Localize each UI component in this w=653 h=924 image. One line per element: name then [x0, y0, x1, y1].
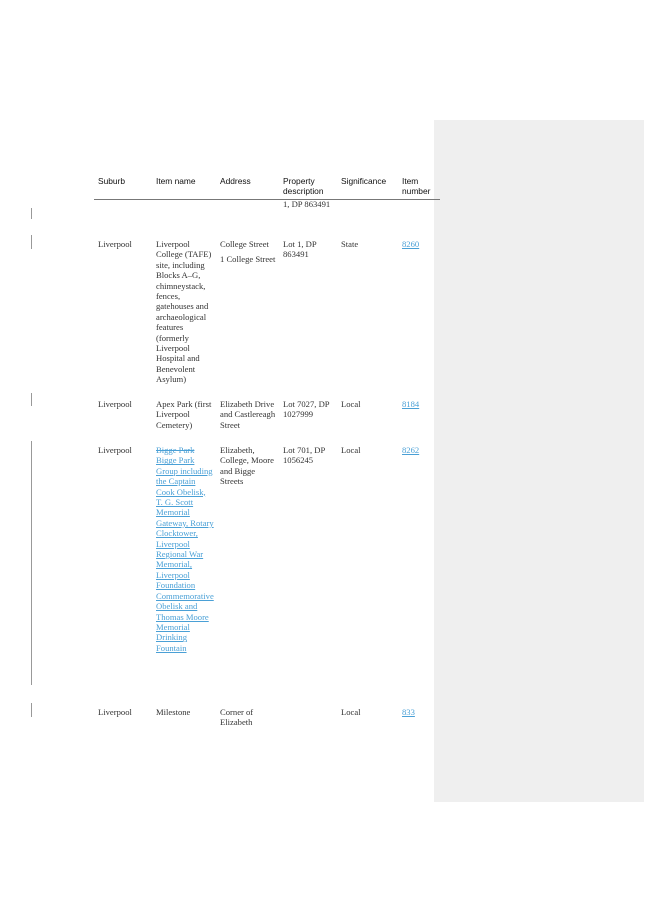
address-line: 1 College Street: [220, 254, 276, 265]
row-liverpool-college-property: Lot 1, DP 863491: [283, 239, 317, 260]
row-milestone-item-name: Milestone: [156, 707, 191, 717]
row-bigge-park-significance: Local: [341, 445, 361, 455]
header-rule: [94, 199, 440, 200]
item-number-link[interactable]: 8262: [402, 445, 420, 455]
change-bar: [31, 235, 32, 249]
header-item-number: Item number: [402, 176, 431, 196]
item-number-link[interactable]: 8260: [402, 239, 420, 249]
row-milestone-address: Corner of Elizabeth: [220, 707, 254, 728]
row-bigge-park-item-number: 8262: [402, 445, 440, 455]
row-liverpool-college-item-name: Liverpool College (TAFE) site, including…: [156, 239, 212, 385]
change-bar: [31, 208, 32, 219]
row-milestone-significance: Local: [341, 707, 361, 717]
deleted-text: Bigge Park: [156, 445, 195, 455]
item-number-link[interactable]: 833: [402, 707, 415, 717]
row-apex-park-item-name: Apex Park (first Liverpool Cemetery): [156, 399, 212, 430]
header-significance: Significance: [341, 176, 387, 186]
header-address: Address: [220, 176, 251, 186]
row-bigge-park-suburb: Liverpool: [98, 445, 132, 455]
row-bigge-park-address: Elizabeth, College, Moore and Bigge Stre…: [220, 445, 274, 487]
row-apex-park-item-number: 8184: [402, 399, 440, 409]
change-bar: [31, 703, 32, 717]
inserted-text: Bigge Park Group including the Captain C…: [156, 455, 214, 653]
header-item-name: Item name: [156, 176, 196, 186]
change-bar: [31, 441, 32, 685]
row-liverpool-college-significance: State: [341, 239, 359, 249]
change-bar: [31, 393, 32, 406]
row-apex-park-significance: Local: [341, 399, 361, 409]
row-milestone-suburb: Liverpool: [98, 707, 132, 717]
row-milestone-item-number: 833: [402, 707, 440, 717]
row-liverpool-college-item-number: 8260: [402, 239, 440, 249]
comment-pane: [434, 120, 644, 802]
header-suburb: Suburb: [98, 176, 126, 186]
item-number-link[interactable]: 8184: [402, 399, 420, 409]
row-liverpool-college-suburb: Liverpool: [98, 239, 132, 249]
row-apex-park-property: Lot 7027, DP 1027999: [283, 399, 330, 420]
row-liverpool-college-address: College Street 1 College Street: [220, 239, 278, 265]
header-property-description: Property description: [283, 176, 324, 196]
row-apex-park-suburb: Liverpool: [98, 399, 132, 409]
row-apex-park-address: Elizabeth Drive and Castlereagh Street: [220, 399, 276, 430]
continuation-property: 1, DP 863491: [283, 199, 331, 209]
row-bigge-park-property: Lot 701, DP 1056245: [283, 445, 325, 466]
row-bigge-park-item-name: Bigge Park Bigge Park Group including th…: [156, 445, 214, 653]
address-line: College Street: [220, 239, 269, 249]
